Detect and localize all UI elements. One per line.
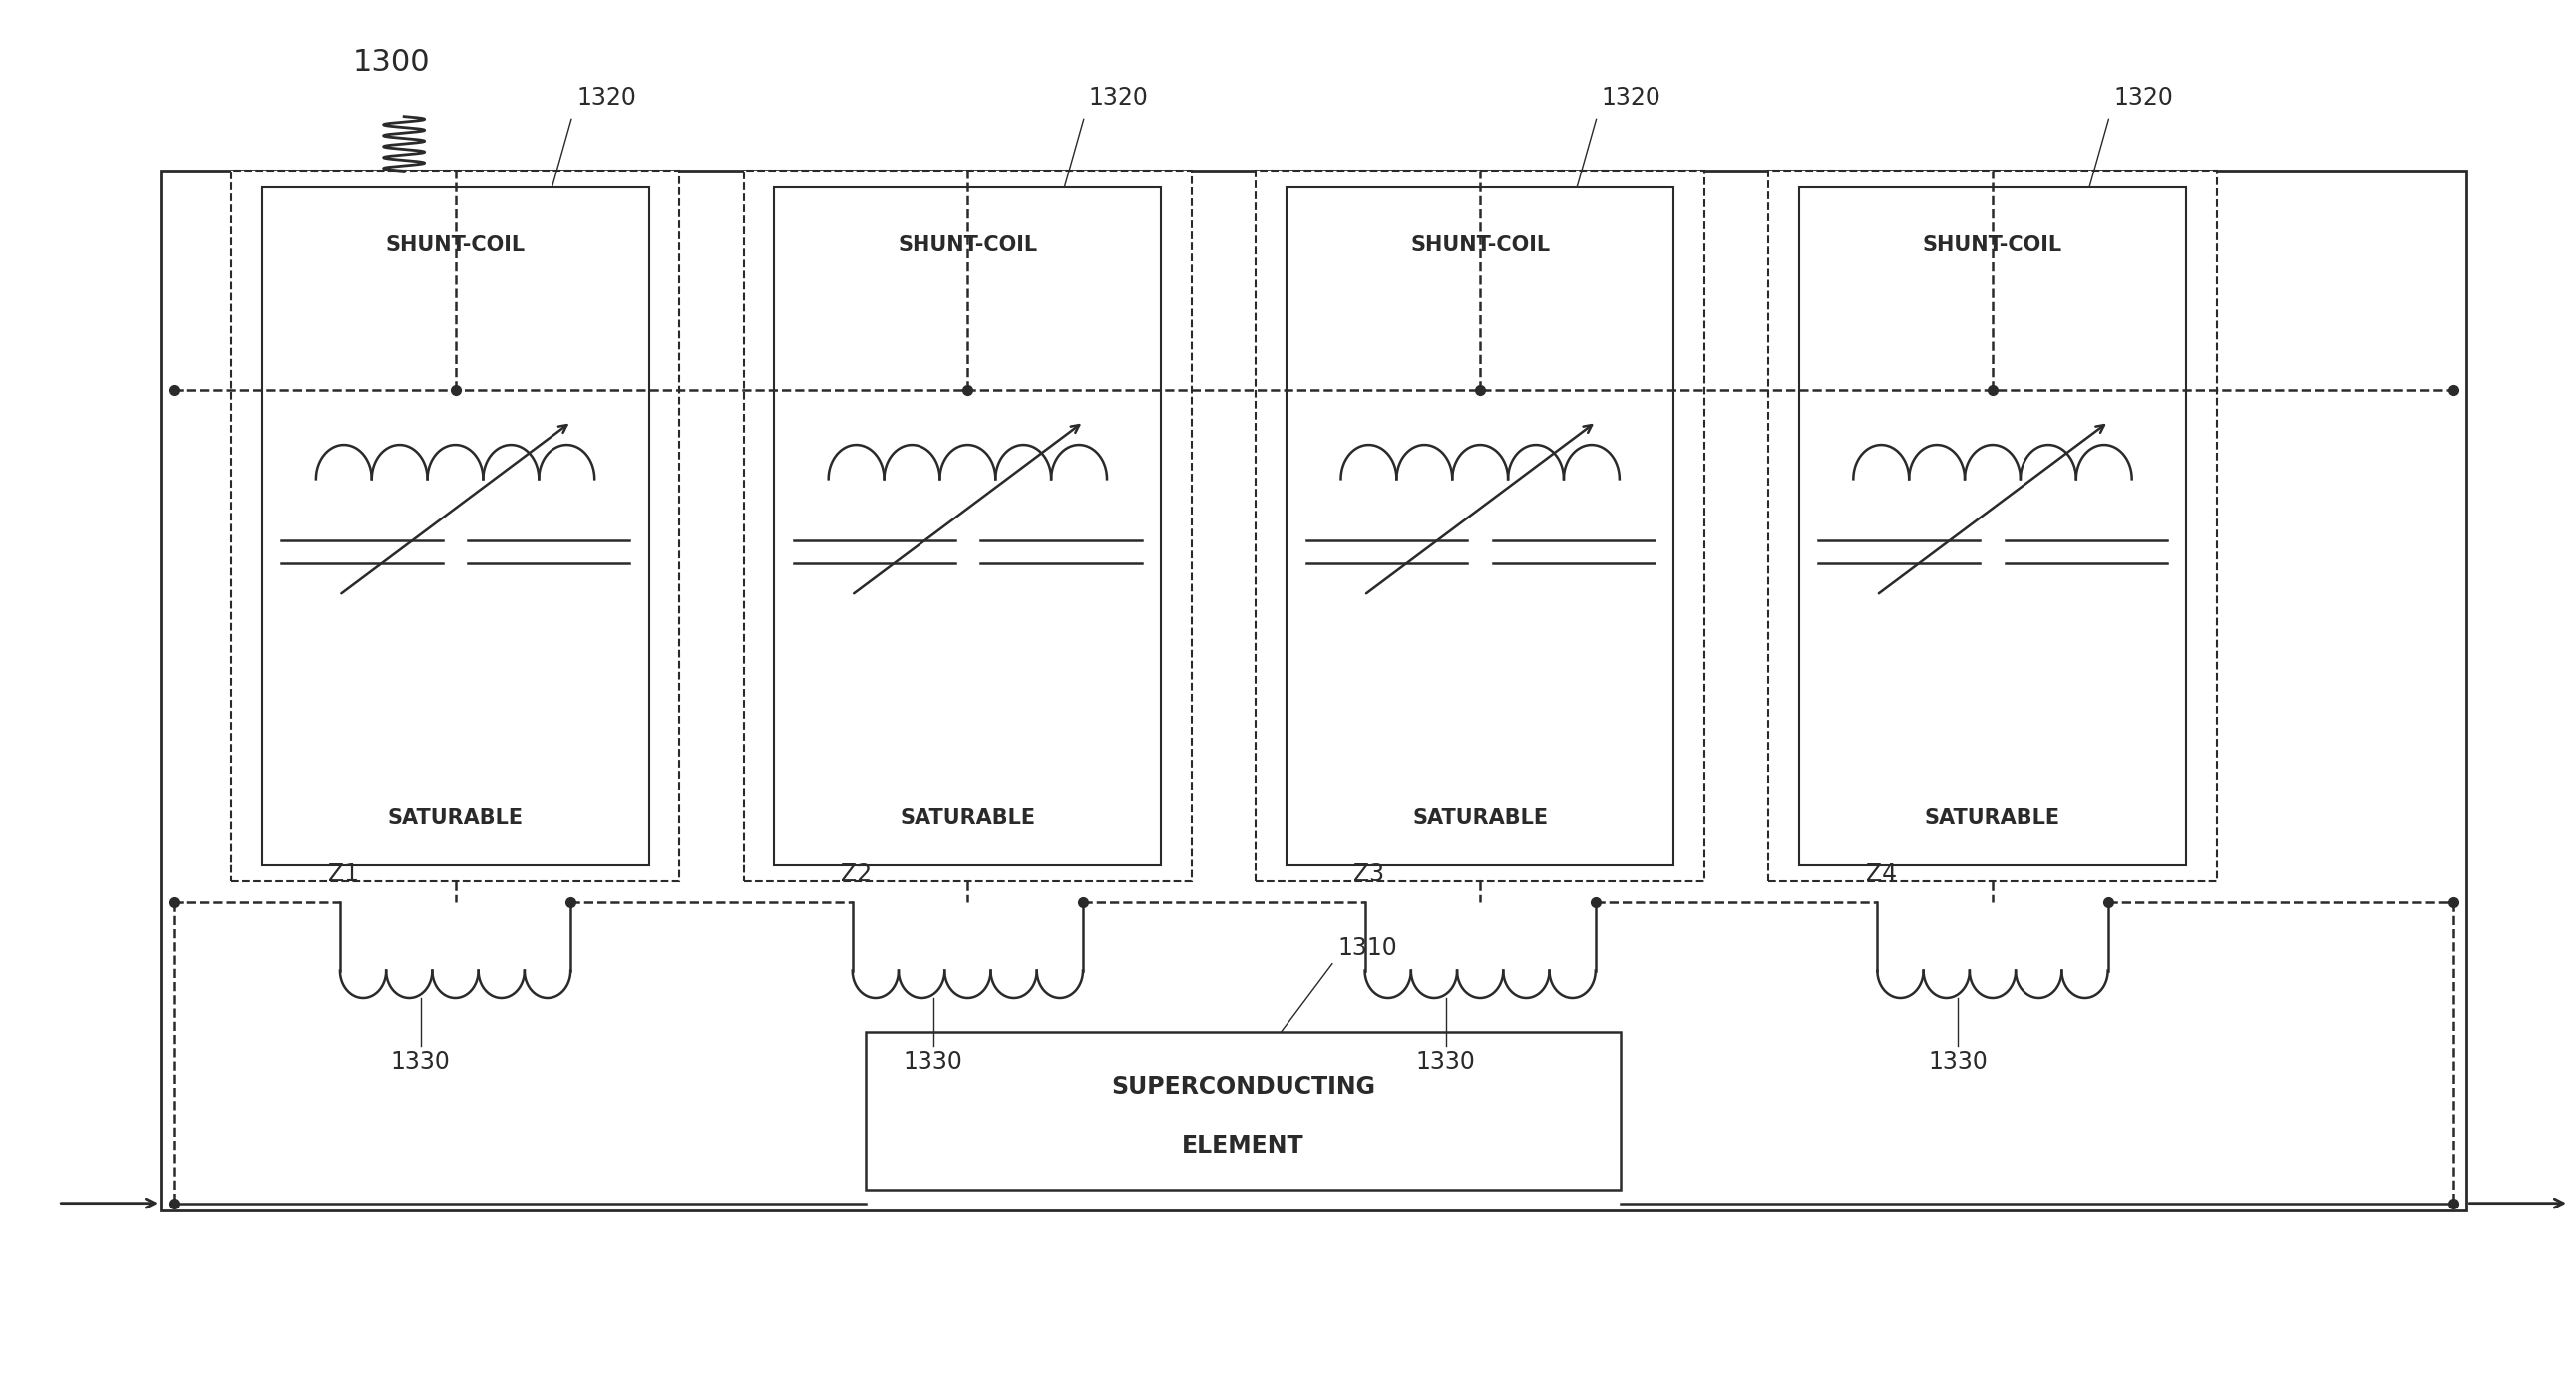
Text: SATURABLE: SATURABLE — [1412, 808, 1548, 827]
Text: 1300: 1300 — [353, 48, 430, 77]
Bar — [775, 188, 1162, 866]
Text: 1330: 1330 — [1417, 1050, 1476, 1074]
Text: 1310: 1310 — [1337, 936, 1396, 960]
Text: SUPERCONDUCTING: SUPERCONDUCTING — [1110, 1076, 1376, 1099]
Text: 1330: 1330 — [1929, 1050, 1989, 1074]
Text: Z1: Z1 — [330, 862, 361, 887]
Bar — [263, 188, 649, 866]
Text: 1330: 1330 — [392, 1050, 451, 1074]
Text: 1330: 1330 — [904, 1050, 963, 1074]
Bar — [232, 171, 680, 882]
Text: Z2: Z2 — [840, 862, 871, 887]
Bar — [1767, 171, 2218, 882]
Text: SATURABLE: SATURABLE — [899, 808, 1036, 827]
Text: SHUNT-COIL: SHUNT-COIL — [1409, 235, 1551, 255]
Bar — [744, 171, 1193, 882]
Text: 1320: 1320 — [577, 86, 636, 109]
Text: SHUNT-COIL: SHUNT-COIL — [1922, 235, 2063, 255]
Text: SHUNT-COIL: SHUNT-COIL — [386, 235, 526, 255]
Bar — [1288, 188, 1674, 866]
Text: SHUNT-COIL: SHUNT-COIL — [899, 235, 1038, 255]
Bar — [866, 1032, 1620, 1189]
Text: 1320: 1320 — [1090, 86, 1149, 109]
Text: ELEMENT: ELEMENT — [1182, 1134, 1303, 1157]
Bar — [1798, 188, 2187, 866]
Text: 1320: 1320 — [1602, 86, 1662, 109]
Text: Z3: Z3 — [1352, 862, 1383, 887]
Text: SATURABLE: SATURABLE — [1924, 808, 2061, 827]
Text: SATURABLE: SATURABLE — [386, 808, 523, 827]
Text: Z4: Z4 — [1865, 862, 1896, 887]
Bar — [1257, 171, 1705, 882]
Bar — [160, 171, 2468, 1210]
Text: 1320: 1320 — [2115, 86, 2174, 109]
